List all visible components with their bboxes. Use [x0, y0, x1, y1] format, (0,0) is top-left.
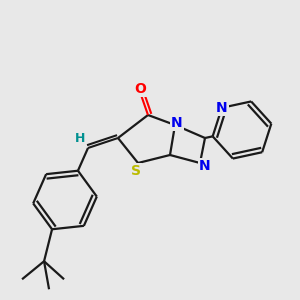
Text: H: H [75, 131, 85, 145]
Text: S: S [131, 164, 141, 178]
Text: N: N [171, 116, 183, 130]
Text: O: O [134, 82, 146, 96]
Text: N: N [216, 101, 228, 115]
Text: N: N [199, 159, 211, 173]
